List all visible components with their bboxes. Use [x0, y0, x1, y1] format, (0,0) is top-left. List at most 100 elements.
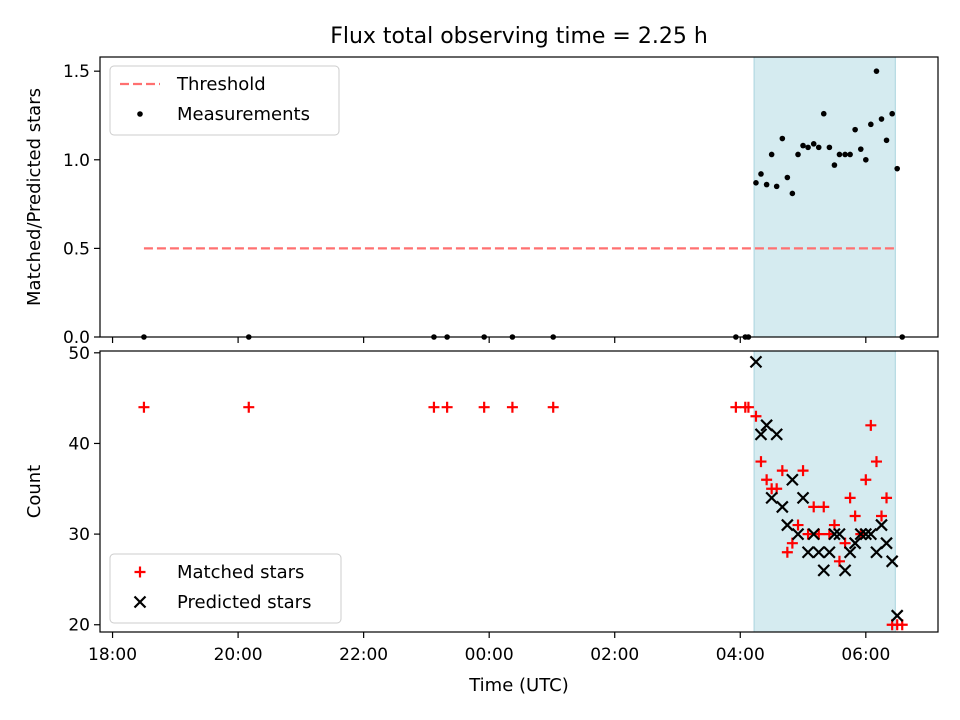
x-tick-label: 20:00 — [214, 645, 263, 665]
measurements-point — [842, 151, 848, 158]
matched-stars-point — [833, 555, 845, 567]
predicted-stars-point — [833, 527, 846, 541]
legend-swatch-predicted-stars — [133, 595, 147, 609]
matched-stars-point — [797, 465, 809, 477]
predicted-stars-point — [870, 545, 883, 559]
measurements-point — [773, 183, 780, 190]
matched-stars-point — [844, 492, 856, 504]
matched-stars-point — [808, 501, 820, 513]
matched-stars-point — [428, 401, 440, 413]
predicted-stars-point — [760, 419, 773, 432]
observing-window-span — [754, 57, 896, 337]
y-tick-label: 0.5 — [63, 239, 90, 259]
markers-group — [138, 355, 908, 631]
y-tick-label: 40 — [68, 434, 90, 454]
predicted-stars-point — [885, 555, 899, 568]
measurements-point — [815, 144, 822, 151]
legend: Threshold Measurements — [109, 65, 340, 136]
predicted-stars-point — [875, 518, 888, 532]
x-axis-label: Time (UTC) — [468, 675, 569, 696]
matched-stars-point — [478, 401, 490, 413]
measurements-point — [847, 151, 853, 158]
legend-box — [109, 553, 342, 624]
measurements-point — [831, 162, 838, 168]
matched-stars-point — [730, 401, 742, 413]
matched-stars-point — [881, 492, 893, 504]
x-tick-label: 02:00 — [590, 645, 639, 665]
measurements-point — [763, 181, 770, 188]
matched-stars-point — [243, 401, 255, 413]
measurements-point — [863, 156, 869, 163]
predicted-stars-point — [848, 536, 862, 550]
measurements-point — [784, 174, 791, 181]
legend-label-matched-stars: Matched stars — [177, 562, 304, 583]
measurements-point — [873, 68, 880, 74]
measurements-point — [779, 135, 786, 142]
legend-swatch-matched-stars — [134, 566, 146, 578]
matched-stars-point — [441, 401, 453, 413]
measurements-point — [878, 116, 885, 122]
measurements-point — [868, 121, 874, 128]
measurements-point — [758, 171, 764, 177]
predicted-stars-point — [801, 545, 815, 559]
matched-stars-point — [776, 465, 788, 477]
predicted-stars-point — [812, 545, 826, 559]
x-tick-label: 04:00 — [716, 645, 765, 665]
predicted-stars-point — [781, 518, 794, 532]
legend-label-measurements: Measurements — [177, 104, 310, 125]
ratio-panel: 0.0 0.5 1.0 1.5 Matched/Predicted stars Thres… — [24, 56, 939, 348]
predicted-stars-point — [770, 428, 783, 441]
y-axis-label: Count — [24, 465, 45, 518]
matched-stars-point — [761, 474, 773, 486]
matched-stars-point — [865, 419, 877, 431]
predicted-stars-point — [854, 527, 868, 541]
predicted-stars-point — [796, 491, 810, 505]
y-tick-label: 0.0 — [63, 328, 90, 348]
matched-stars-point — [792, 519, 804, 531]
y-axis-label: Matched/Predicted stars — [24, 88, 45, 306]
y-tick-label: 1.0 — [63, 151, 90, 171]
chart-title: Flux total observing time = 2.25 h — [330, 24, 708, 49]
predicted-stars-point — [843, 545, 857, 559]
measurements-point — [852, 126, 858, 133]
y-tick-label: 20 — [68, 616, 90, 636]
predicted-stars-point — [765, 491, 778, 505]
legend-swatch-measurements — [137, 111, 143, 117]
measurements-point — [768, 151, 775, 158]
observing-window-span — [754, 351, 896, 632]
matched-stars-point — [870, 456, 882, 468]
legend: Matched stars Predicted stars — [109, 553, 342, 624]
x-tick-label: 06:00 — [841, 645, 890, 665]
matched-stars-point — [755, 456, 767, 468]
x-tick-label: 00:00 — [465, 645, 514, 665]
measurements-point — [805, 144, 811, 151]
matched-stars-point — [818, 501, 830, 513]
measurements-point — [800, 142, 806, 149]
matched-stars-point — [849, 510, 861, 522]
y-tick-label: 1.5 — [63, 62, 90, 82]
predicted-stars-point — [859, 527, 873, 541]
predicted-stars-point — [817, 564, 831, 577]
measurements-point — [883, 137, 890, 144]
y-tick-label: 30 — [68, 525, 90, 545]
measurements-point — [894, 165, 900, 172]
measurements-point — [789, 190, 796, 197]
matched-stars-point — [786, 537, 798, 549]
measurements-point — [889, 110, 895, 117]
y-tick-label: 50 — [68, 344, 90, 364]
measurements-point — [795, 151, 801, 158]
matched-stars-point — [742, 401, 754, 413]
matched-stars-point — [506, 401, 518, 413]
predicted-stars-point — [823, 545, 836, 559]
predicted-stars-point — [791, 527, 805, 541]
measurements-point — [753, 180, 759, 186]
legend-box — [109, 65, 340, 136]
measurements-point — [836, 151, 843, 158]
predicted-stars-point — [838, 564, 852, 577]
matched-stars-point — [876, 510, 888, 522]
matched-stars-point — [138, 401, 150, 413]
measurements-point — [810, 141, 817, 147]
measurements-point — [820, 110, 827, 117]
axes-frame — [99, 56, 939, 338]
